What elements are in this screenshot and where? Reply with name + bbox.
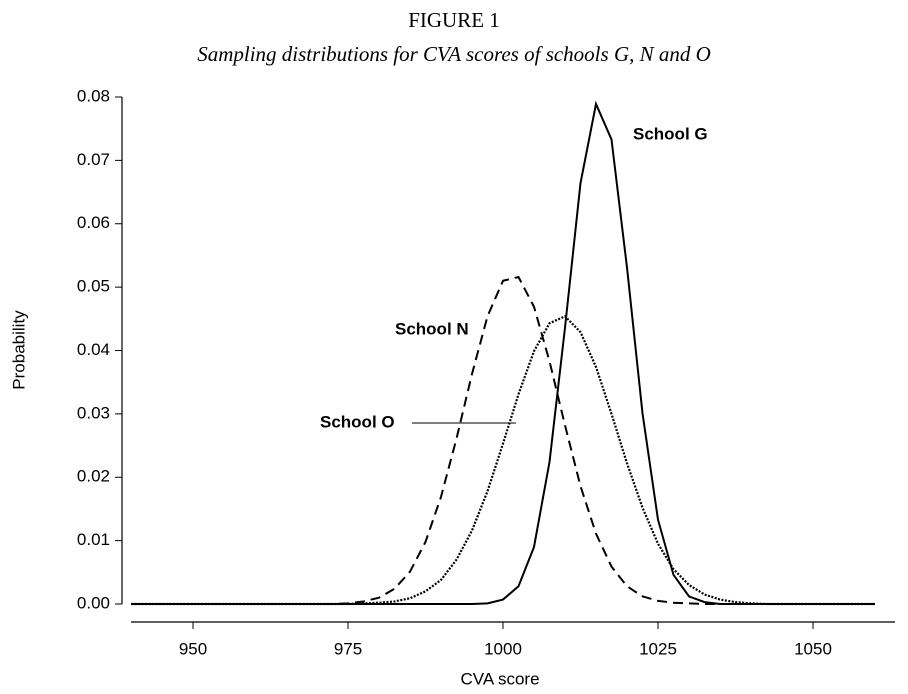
series-line: [131, 275, 875, 605]
y-axis-label: Probability: [9, 310, 28, 390]
series-label: School N: [395, 319, 469, 338]
chart-title: FIGURE 1: [408, 8, 500, 32]
series-label: School O: [320, 412, 395, 431]
y-tick-label: 0.08: [77, 86, 110, 105]
chart-subtitle: Sampling distributions for CVA scores of…: [197, 42, 711, 66]
y-tick-label: 0.05: [77, 277, 110, 296]
x-tick-label: 950: [179, 639, 207, 658]
y-tick-label: 0.01: [77, 530, 110, 549]
y-tick-label: 0.00: [77, 593, 110, 612]
y-tick-label: 0.02: [77, 467, 110, 486]
y-tick-label: 0.07: [77, 150, 110, 169]
x-axis-label: CVA score: [460, 669, 539, 688]
y-tick-label: 0.03: [77, 403, 110, 422]
x-tick-label: 1050: [794, 639, 832, 658]
x-tick-label: 1000: [484, 639, 522, 658]
y-tick-label: 0.06: [77, 213, 110, 232]
series-label: School G: [633, 124, 708, 143]
y-tick-label: 0.04: [77, 340, 110, 359]
x-tick-label: 975: [334, 639, 362, 658]
series-line: [131, 314, 875, 606]
x-tick-label: 1025: [639, 639, 677, 658]
series-line: [131, 100, 875, 605]
